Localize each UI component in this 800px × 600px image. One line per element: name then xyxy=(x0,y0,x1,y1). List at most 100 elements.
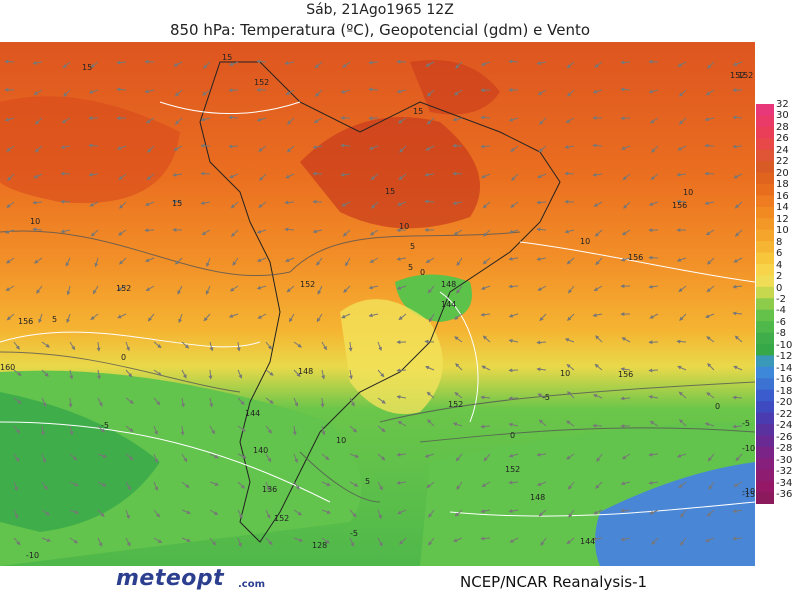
wind-arrow xyxy=(97,509,105,518)
wind-arrow xyxy=(595,481,603,489)
wind-arrow xyxy=(707,363,715,371)
wind-arrow xyxy=(206,257,211,268)
wind-arrow xyxy=(707,257,715,265)
wind-arrow xyxy=(69,537,79,544)
wind-arrow xyxy=(398,313,407,321)
colorbar-cell xyxy=(756,195,774,208)
wind-arrow xyxy=(13,369,22,376)
wind-arrow xyxy=(592,89,603,94)
wind-arrow xyxy=(648,395,659,399)
wind-arrow xyxy=(6,201,15,208)
wind-arrow xyxy=(13,481,18,492)
cold-southeast xyxy=(595,462,755,566)
wind-arrow xyxy=(680,509,687,518)
wind-arrow xyxy=(153,481,159,491)
wind-arrow xyxy=(397,421,407,427)
temperature-label: 0 xyxy=(121,353,126,362)
wind-arrow xyxy=(237,509,243,519)
wind-arrow xyxy=(119,201,127,209)
wind-arrow xyxy=(348,341,353,352)
wind-arrow xyxy=(230,201,239,209)
wind-arrow xyxy=(377,537,383,547)
colorbar-cell xyxy=(756,321,774,334)
wind-arrow xyxy=(621,229,631,236)
colorbar-tick-label: 32 xyxy=(776,99,789,110)
wind-arrow xyxy=(321,369,326,380)
wind-arrow xyxy=(94,257,99,268)
wind-arrow xyxy=(398,173,407,181)
colorbar-tick-label: 0 xyxy=(776,282,783,294)
wind-arrow xyxy=(368,285,379,290)
wind-arrow xyxy=(733,257,743,263)
wind-arrow xyxy=(340,143,351,148)
colorbar-tick-label: -34 xyxy=(776,477,793,489)
colorbar-cell xyxy=(756,389,774,402)
wind-arrow xyxy=(174,89,183,97)
colorbar-tick-label: -26 xyxy=(776,431,793,443)
temperature-label: 5 xyxy=(52,315,57,324)
geopotential-label: 152 xyxy=(300,280,315,289)
wind-arrow xyxy=(426,117,435,125)
wind-arrow xyxy=(566,61,575,69)
geopotential-label: 156 xyxy=(672,201,687,210)
wind-arrow xyxy=(427,285,435,294)
wind-arrow xyxy=(538,419,547,427)
map-title: 850 hPa: Temperatura (ºC), Geopotencial … xyxy=(169,21,591,39)
wind-arrow xyxy=(89,201,99,207)
wind-arrow xyxy=(678,285,687,293)
colorbar-cell xyxy=(756,492,774,504)
wind-arrow xyxy=(5,285,15,291)
wind-arrow xyxy=(258,145,267,152)
wind-arrow xyxy=(145,117,155,124)
colorbar-cell xyxy=(756,332,774,345)
wind-arrow xyxy=(284,227,295,232)
wind-arrow xyxy=(377,425,386,433)
wind-arrow xyxy=(734,201,743,209)
colorbar-cell xyxy=(756,309,774,322)
wind-arrow xyxy=(209,453,219,459)
wind-arrow xyxy=(181,481,190,488)
temperature-label: 15 xyxy=(385,187,395,196)
wind-arrow xyxy=(208,369,213,380)
wind-arrow xyxy=(228,115,239,120)
wind-arrow xyxy=(40,425,45,436)
colorbar-tick-label: 16 xyxy=(776,190,789,202)
wind-arrow xyxy=(340,89,351,94)
colorbar-cell xyxy=(756,172,774,185)
wind-arrow xyxy=(596,453,603,462)
wind-arrow xyxy=(508,422,519,427)
temperature-label: 10 xyxy=(580,237,590,246)
wind-arrow xyxy=(153,341,162,349)
wind-arrow xyxy=(145,257,155,262)
wind-arrow xyxy=(285,89,295,96)
colorbar-tick-label: -14 xyxy=(776,362,793,374)
wind-arrow xyxy=(480,395,491,400)
wind-arrow xyxy=(68,397,73,408)
colorbar-cell xyxy=(756,435,774,448)
wind-arrow xyxy=(453,229,463,236)
wind-arrow xyxy=(38,313,43,324)
colorbar-cell xyxy=(756,298,774,311)
wind-arrow xyxy=(564,145,575,149)
wind-arrow xyxy=(265,509,271,519)
wind-arrow xyxy=(13,341,20,350)
wind-arrow xyxy=(620,145,631,150)
wind-arrow xyxy=(237,453,247,459)
wind-arrow xyxy=(595,335,603,343)
wind-arrow xyxy=(480,509,491,514)
wind-arrow xyxy=(397,117,407,124)
wind-arrow xyxy=(621,337,631,343)
wind-arrow xyxy=(566,420,575,427)
wind-arrow xyxy=(228,144,239,149)
weather-map: 1521521561521561481441521481441401361521… xyxy=(0,42,755,566)
wind-arrow xyxy=(452,422,463,427)
wind-arrow xyxy=(13,453,20,463)
wind-arrow xyxy=(203,61,211,69)
wind-arrow xyxy=(621,453,631,460)
wind-arrow xyxy=(567,285,575,294)
wind-arrow xyxy=(265,481,270,492)
colorbar-tick-label: -10 xyxy=(776,339,793,351)
wind-arrow xyxy=(536,200,547,205)
wind-arrow xyxy=(428,509,435,518)
wind-arrow xyxy=(147,145,155,153)
